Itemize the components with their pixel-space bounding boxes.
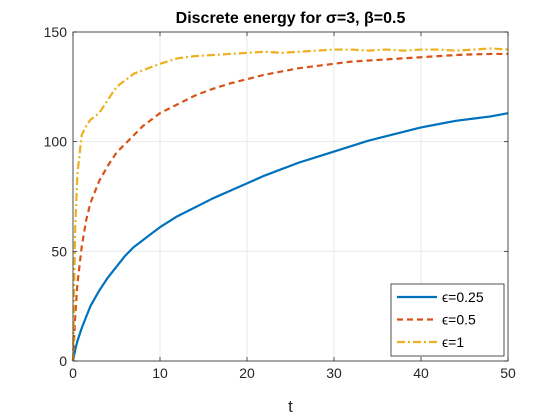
- series-lines: [71, 47, 509, 362]
- y-tick-label: 0: [59, 353, 67, 369]
- legend-label-3: ϵ=1: [442, 334, 464, 350]
- x-tick-label: 30: [326, 365, 342, 381]
- x-tick-label: 0: [69, 365, 77, 381]
- y-tick-label: 50: [51, 243, 67, 259]
- series-line-2: [71, 52, 508, 362]
- x-tick-label: 40: [413, 365, 429, 381]
- y-tick-label: 150: [44, 24, 68, 40]
- y-tick-label: 100: [44, 134, 68, 150]
- x-tick-label: 20: [239, 365, 255, 381]
- legend: ϵ=0.25 ϵ=0.5 ϵ=1: [390, 283, 505, 357]
- chart-title: Discrete energy for σ=3, β=0.5: [176, 10, 406, 27]
- axis-ticks: 0 10 20 30 40 50 0 50 100 150: [44, 24, 516, 381]
- legend-label-1: ϵ=0.25: [442, 289, 484, 305]
- legend-label-2: ϵ=0.5: [442, 312, 476, 328]
- plot-frame: [72, 31, 509, 362]
- x-tick-label: 50: [500, 365, 516, 381]
- series-line-1: [71, 112, 509, 362]
- x-tick-label: 10: [152, 365, 168, 381]
- x-axis-label: t: [288, 397, 293, 416]
